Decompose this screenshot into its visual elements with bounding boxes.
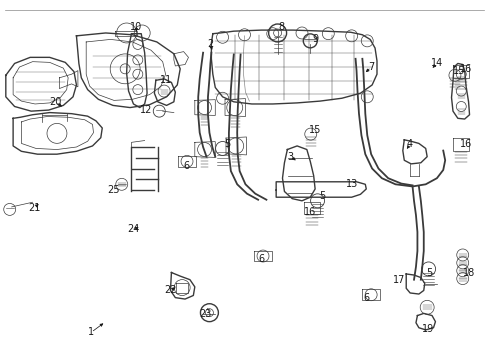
Text: 21: 21 [28, 203, 40, 213]
Text: 16: 16 [459, 139, 471, 149]
Text: 20: 20 [49, 97, 61, 107]
Text: 5: 5 [426, 268, 432, 278]
Text: 6: 6 [183, 161, 189, 171]
Text: 16: 16 [304, 207, 316, 217]
Text: 23: 23 [199, 310, 211, 319]
Text: 12: 12 [140, 105, 152, 115]
Text: 24: 24 [127, 225, 140, 234]
Text: 2: 2 [207, 39, 213, 49]
Text: 25: 25 [107, 185, 120, 195]
Text: 15: 15 [452, 66, 464, 76]
Text: 15: 15 [308, 125, 321, 135]
Text: 10: 10 [130, 22, 142, 32]
Text: 7: 7 [367, 62, 373, 72]
Text: 8: 8 [277, 22, 284, 32]
Text: 6: 6 [258, 254, 264, 264]
Text: 9: 9 [311, 35, 318, 44]
Text: 14: 14 [430, 58, 442, 68]
Text: 5: 5 [319, 191, 325, 201]
Text: 5: 5 [224, 139, 230, 149]
Text: 11: 11 [160, 75, 172, 85]
Text: 13: 13 [345, 179, 357, 189]
Text: 19: 19 [421, 324, 433, 334]
Text: 18: 18 [463, 268, 475, 278]
Text: 6: 6 [363, 293, 368, 303]
Text: 1: 1 [88, 327, 94, 337]
Text: 4: 4 [406, 139, 412, 149]
Text: 16: 16 [459, 64, 471, 74]
Text: 17: 17 [392, 275, 405, 285]
Text: 22: 22 [164, 285, 176, 296]
Text: 3: 3 [287, 152, 293, 162]
